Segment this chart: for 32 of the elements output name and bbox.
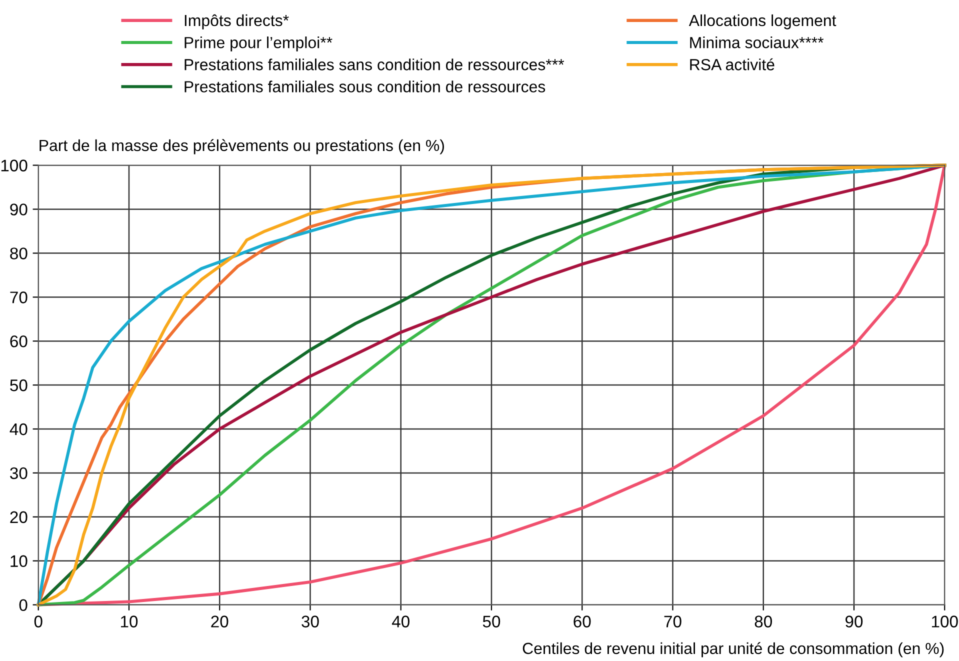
x-tick-label: 0 — [34, 616, 42, 628]
y-tick-label: 80 — [10, 248, 28, 260]
legend-label: Impôts directs* — [184, 14, 289, 30]
legend-label: Allocations logement — [688, 14, 836, 30]
legend-label: Prime pour l’emploi** — [184, 36, 332, 52]
legend-label: RSA activité — [690, 58, 774, 70]
y-axis-title: Part de la masse des prélèvements ou prestations (en %) — [40, 139, 444, 154]
line-series — [36, 164, 946, 606]
y-tick-label: 100 — [1, 160, 28, 172]
y-tick-label: 0 — [19, 599, 28, 612]
x-tick-label: 60 — [574, 616, 591, 628]
x-tick-label: 80 — [754, 616, 772, 628]
x-tick-label: 70 — [664, 616, 682, 628]
y-tick-label: 20 — [10, 511, 28, 524]
x-tick-label: 10 — [120, 616, 138, 628]
y-tick-label: 40 — [10, 423, 28, 436]
y-tick-label: 10 — [10, 555, 28, 568]
x-tick-label: 90 — [846, 616, 863, 628]
y-tick-label: 50 — [10, 379, 28, 392]
x-axis-title: Centiles de revenu initial par unité de consommation (en %) — [522, 642, 944, 658]
x-tick-label: 20 — [211, 616, 228, 628]
legend-label: Prestations familiales sans condition de ressources*** — [184, 58, 564, 70]
x-tick-label: 40 — [392, 616, 410, 628]
y-tick-label: 60 — [10, 335, 28, 348]
legend-label: Prestations familiales sous condition de ressources — [184, 80, 546, 92]
y-tick-label: 70 — [10, 292, 28, 304]
y-tick-label: 30 — [10, 467, 28, 480]
y-tick-label: 90 — [10, 204, 28, 216]
legend-label: Minima sociaux**** — [690, 36, 824, 48]
x-tick-label: 50 — [482, 616, 500, 628]
x-tick-label: 30 — [302, 616, 319, 628]
x-tick-label: 100 — [932, 616, 958, 628]
